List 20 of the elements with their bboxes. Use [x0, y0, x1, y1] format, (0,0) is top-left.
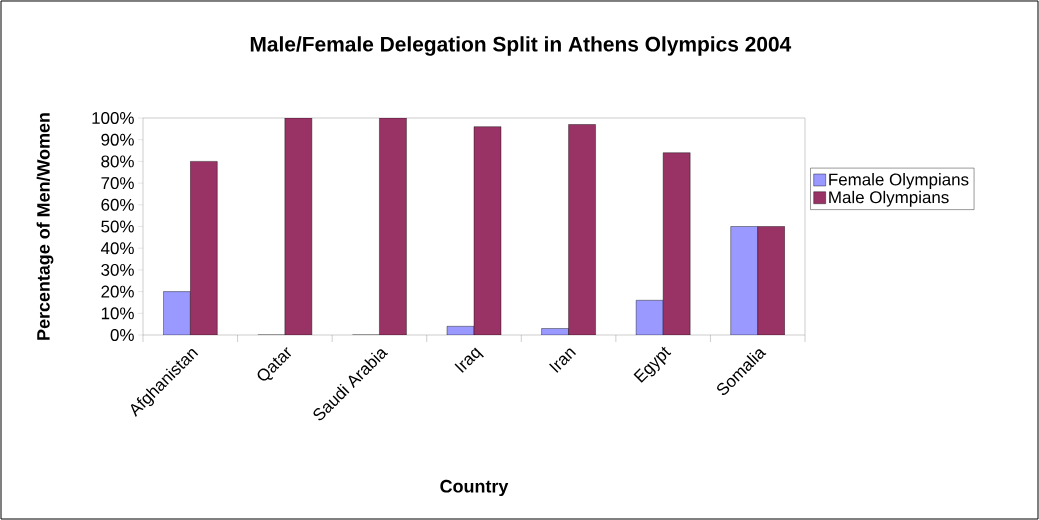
legend-label: Male Olympians — [829, 190, 949, 207]
y-tick-label: 70% — [101, 177, 134, 190]
y-tick-label: 20% — [101, 285, 134, 298]
x-tick-label: Iraq — [454, 347, 484, 373]
y-tick-label: 90% — [101, 133, 134, 146]
y-tick-label: 60% — [101, 198, 134, 211]
y-tick-label: 80% — [101, 155, 134, 168]
x-axis-title: Country — [440, 479, 509, 497]
y-axis-title: Percentage of Men/Women — [36, 113, 54, 340]
y-tick-label: 10% — [101, 307, 134, 320]
legend-label: Female Olympians — [829, 173, 969, 189]
x-tick-label: Iran — [549, 348, 577, 373]
y-tick-label: 30% — [101, 263, 134, 276]
chart-title: Male/Female Delegation Split in Athens Olympics 2004 — [250, 36, 792, 56]
y-tick-label: 50% — [101, 220, 134, 233]
y-tick-label: 0% — [110, 329, 134, 341]
y-tick-label: 40% — [100, 242, 134, 255]
bar — [730, 226, 758, 335]
y-tick-label: 100% — [92, 112, 134, 124]
bar — [163, 291, 191, 335]
